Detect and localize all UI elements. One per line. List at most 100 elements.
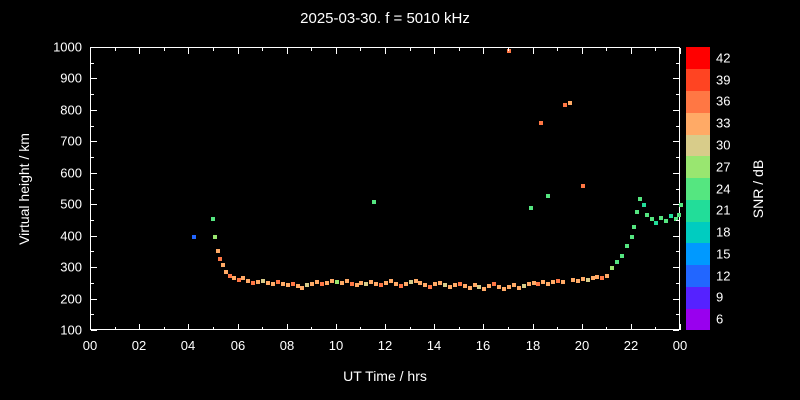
data-point (649, 217, 654, 222)
colorbar-tick-label: 18 (716, 224, 731, 240)
data-point (251, 281, 256, 286)
data-point (570, 278, 575, 283)
colorbar-tick-label: 42 (716, 50, 731, 66)
data-point (472, 283, 477, 288)
tick-mark (91, 110, 97, 111)
data-point (261, 279, 266, 284)
y-tick-label: 600 (60, 165, 82, 181)
data-point (447, 284, 452, 289)
tick-mark (673, 47, 679, 48)
data-point (320, 282, 325, 287)
data-point (371, 200, 376, 205)
tick-mark (139, 48, 140, 54)
data-point (580, 184, 585, 189)
data-point (192, 234, 197, 239)
y-tick-label: 200 (60, 291, 82, 307)
data-point (654, 220, 659, 225)
data-point (369, 280, 374, 285)
x-tick-label: 18 (525, 338, 541, 353)
data-point (241, 276, 246, 281)
data-point (349, 281, 354, 286)
tick-mark (673, 110, 679, 111)
x-tick-label: 14 (426, 338, 442, 353)
x-tick-label: 16 (475, 338, 491, 353)
tick-mark (655, 327, 656, 330)
tick-mark (91, 189, 94, 190)
data-point (482, 286, 487, 291)
tick-mark (385, 48, 386, 54)
tick-mark (676, 314, 679, 315)
colorbar-segment (686, 199, 710, 222)
data-point (659, 215, 664, 220)
y-tick-label: 100 (60, 322, 82, 338)
data-point (546, 281, 551, 286)
data-point (497, 284, 502, 289)
data-point (433, 282, 438, 287)
data-point (679, 203, 683, 208)
colorbar-tick-label: 24 (716, 181, 731, 197)
tick-mark (336, 48, 337, 54)
data-point (634, 209, 639, 214)
tick-mark (483, 48, 484, 54)
data-point (443, 283, 447, 288)
colorbar-tick-label: 12 (716, 268, 731, 284)
data-point (364, 282, 369, 287)
data-point (428, 284, 433, 289)
colorbar-tick-label: 6 (716, 311, 724, 327)
tick-mark (91, 78, 97, 79)
colorbar (686, 47, 710, 331)
colorbar-segment (686, 47, 710, 70)
data-point (285, 283, 290, 288)
tick-mark (91, 236, 97, 237)
x-tick-label: 00 (82, 338, 98, 353)
data-point (224, 269, 229, 274)
colorbar-segment (686, 112, 710, 135)
tick-mark (91, 204, 97, 205)
colorbar-tick-label: 39 (716, 72, 731, 88)
data-point (295, 284, 300, 289)
tick-mark (673, 78, 679, 79)
data-point (393, 282, 398, 287)
data-point (413, 278, 418, 283)
data-point (220, 262, 225, 267)
data-point (487, 284, 492, 289)
tick-mark (91, 47, 97, 48)
data-point (506, 49, 511, 54)
tick-mark (188, 48, 189, 54)
colorbar-segment (686, 155, 710, 179)
colorbar-segment (686, 286, 710, 309)
tick-mark (508, 327, 509, 330)
tick-mark (582, 48, 583, 54)
data-point (511, 283, 516, 288)
data-point (408, 280, 413, 285)
tick-mark (680, 48, 681, 54)
data-point (215, 248, 220, 253)
data-point (334, 280, 339, 285)
y-tick-label: 1000 (53, 39, 82, 55)
tick-mark (91, 283, 94, 284)
data-point (538, 121, 543, 126)
data-point (310, 281, 315, 286)
tick-mark (410, 48, 411, 51)
data-point (585, 278, 590, 283)
data-point (467, 285, 472, 290)
tick-mark (673, 204, 679, 205)
data-point (305, 283, 310, 288)
data-point (438, 281, 443, 286)
data-point (462, 284, 467, 289)
data-point (218, 256, 223, 261)
data-point (329, 279, 334, 284)
tick-mark (164, 327, 165, 330)
tick-mark (673, 141, 679, 142)
data-point (354, 283, 359, 288)
data-point (246, 279, 251, 284)
tick-mark (533, 324, 534, 330)
tick-mark (410, 327, 411, 330)
data-point (384, 281, 388, 286)
tick-mark (91, 251, 94, 252)
colorbar-segment (686, 177, 710, 200)
colorbar-segment (686, 90, 710, 113)
data-point (280, 281, 285, 286)
tick-mark (90, 324, 91, 330)
data-point (676, 212, 681, 217)
